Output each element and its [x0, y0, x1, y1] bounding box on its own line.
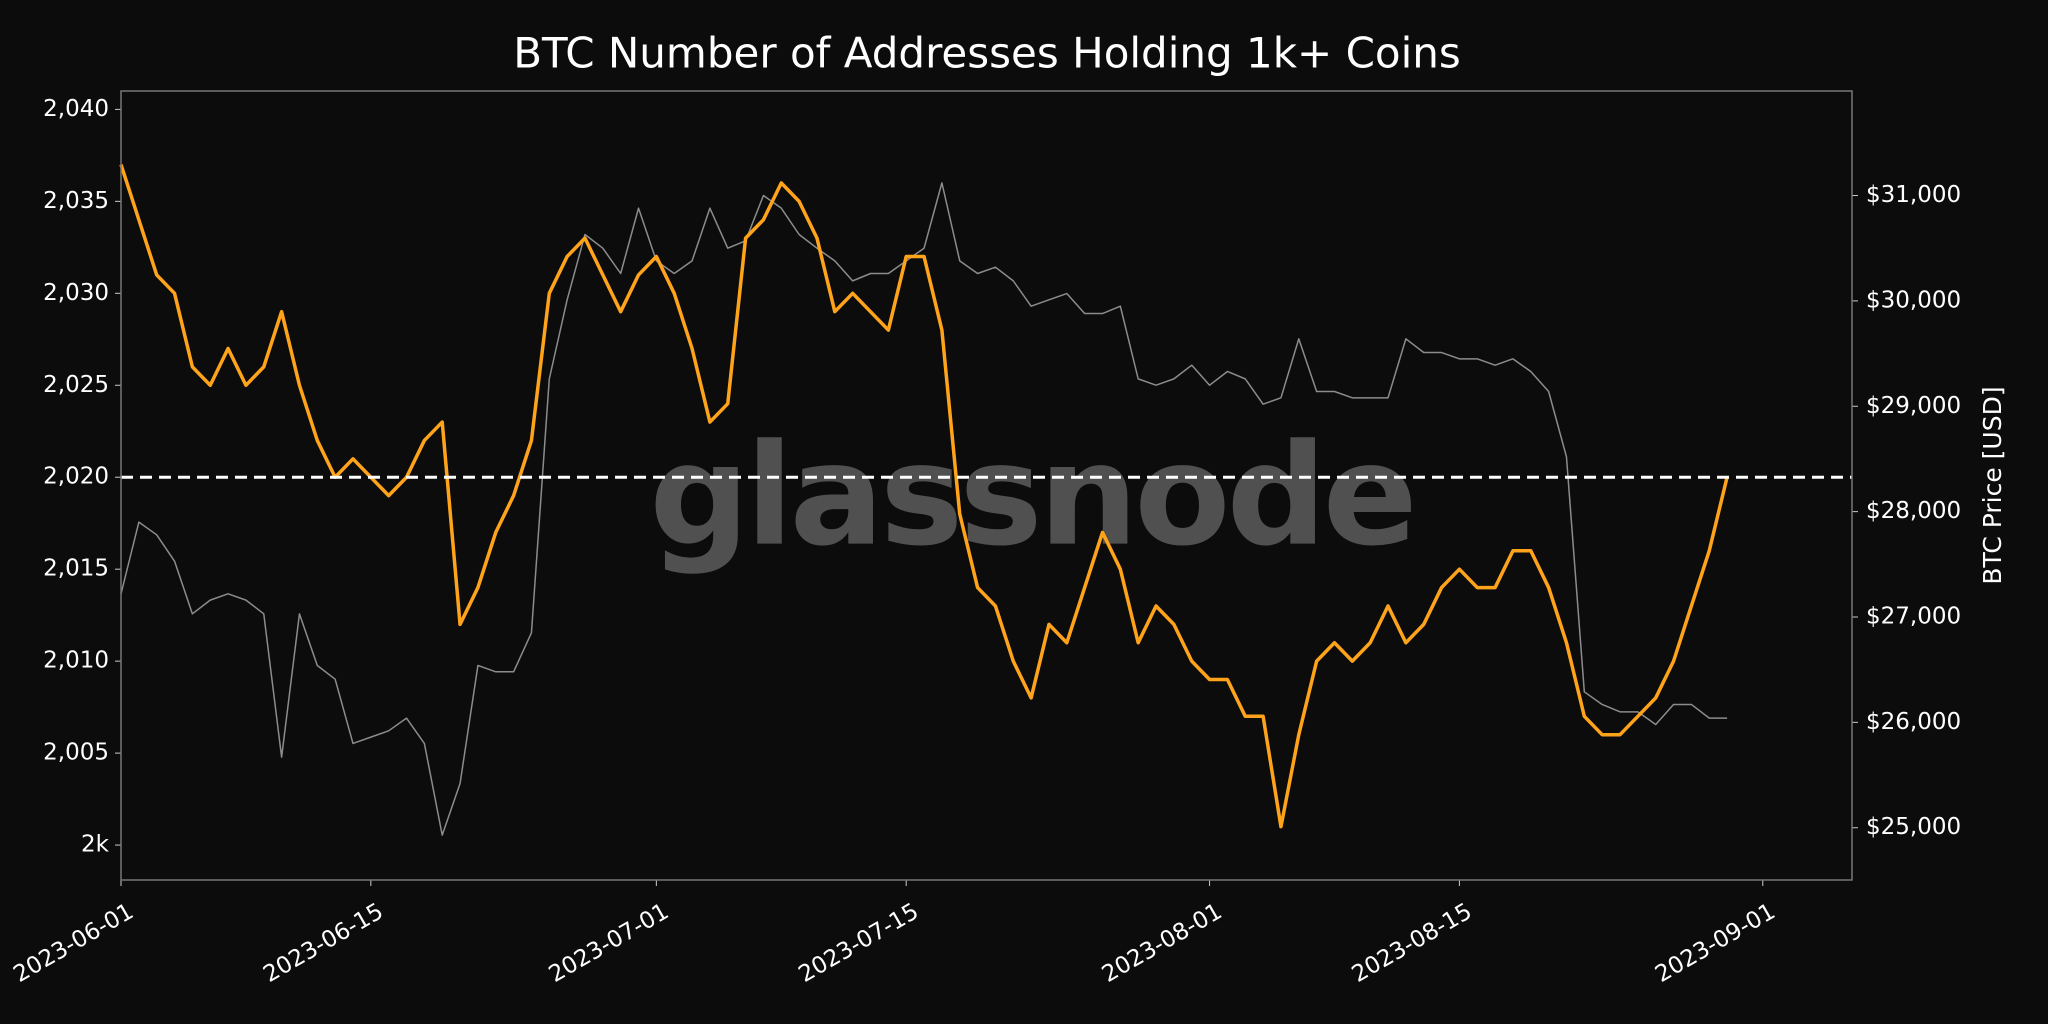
watermark: glassnode [649, 415, 1413, 578]
y2-tick-label: $26,000 [1866, 709, 1961, 735]
data-line [119, 164, 1729, 829]
y2-axis-label: BTC Price [USD] [1978, 386, 2007, 584]
y-tick-label: 2,005 [43, 740, 109, 766]
y2-tick-label: $31,000 [1866, 182, 1961, 208]
y2-tick-label: $30,000 [1866, 287, 1961, 313]
y-tick-label: 2k [81, 832, 110, 858]
y2-tick-label: $25,000 [1866, 814, 1961, 840]
data-line [120, 182, 1728, 836]
y2-tick-label: $28,000 [1866, 498, 1961, 524]
y-tick-label: 2,030 [43, 280, 109, 306]
chart-title: BTC Number of Addresses Holding 1k+ Coin… [513, 29, 1461, 78]
y-tick-label: 2,015 [43, 556, 109, 582]
y2-tick-label: $27,000 [1866, 604, 1961, 630]
y-tick-label: 2,025 [43, 372, 109, 398]
y-tick-label: 2,035 [43, 188, 109, 214]
y-tick-label: 2,010 [43, 648, 109, 674]
y2-tick-label: $29,000 [1866, 393, 1961, 419]
y-tick-label: 2,040 [43, 96, 109, 122]
y-tick-label: 2,020 [43, 464, 109, 490]
plot-frame [120, 90, 1853, 881]
